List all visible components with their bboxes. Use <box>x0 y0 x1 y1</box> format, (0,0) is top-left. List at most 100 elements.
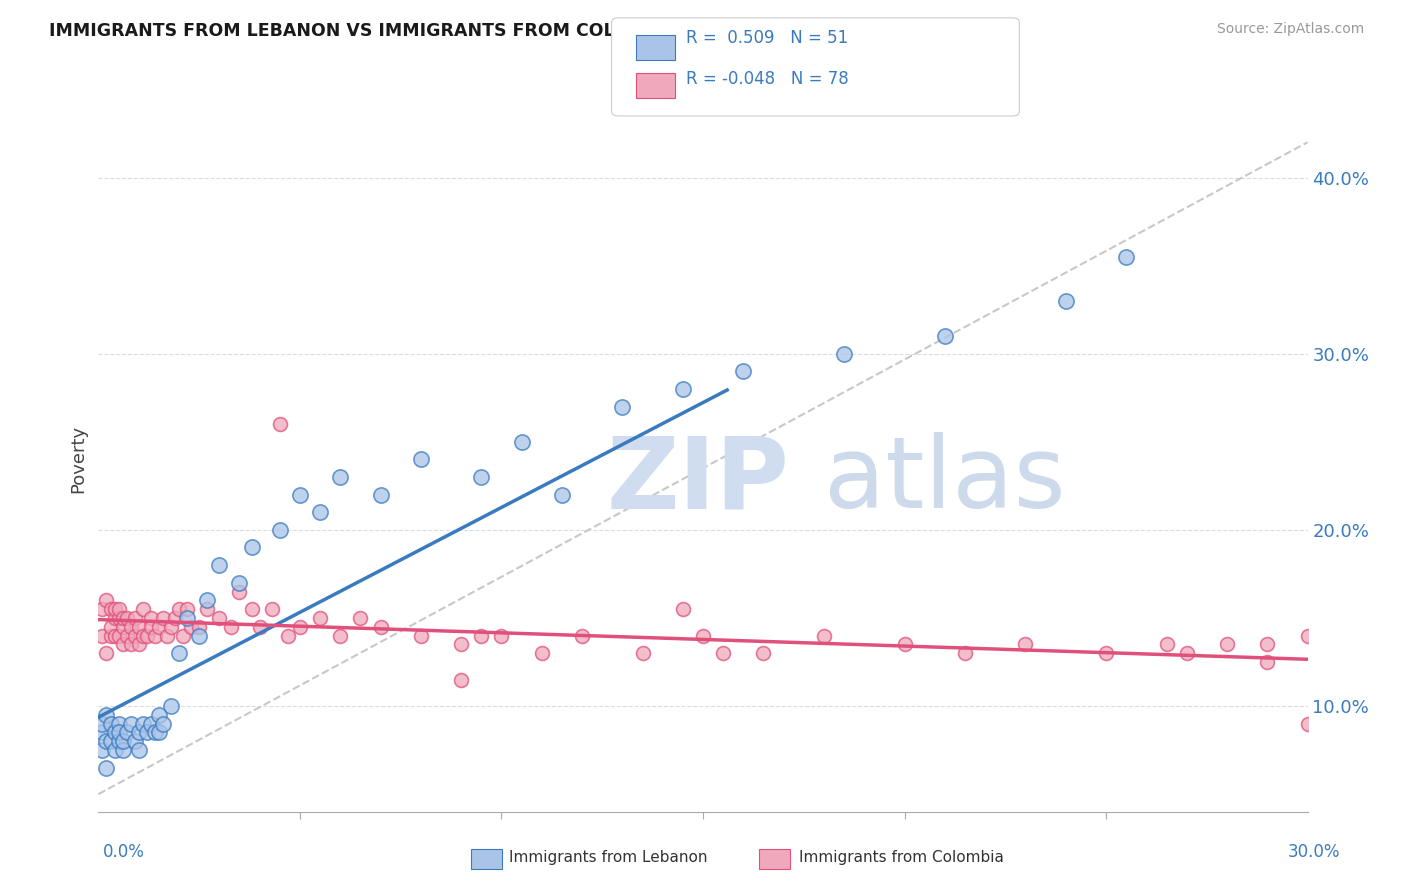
Point <box>893 637 915 651</box>
Point <box>1054 293 1077 308</box>
Text: IMMIGRANTS FROM LEBANON VS IMMIGRANTS FROM COLOMBIA POVERTY CORRELATION CHART: IMMIGRANTS FROM LEBANON VS IMMIGRANTS FR… <box>49 22 990 40</box>
Point <box>124 628 146 642</box>
Point <box>934 329 956 343</box>
Point <box>631 646 654 660</box>
Point <box>176 602 198 616</box>
Point <box>96 761 118 775</box>
Point <box>813 628 835 642</box>
Point <box>470 628 492 642</box>
Point <box>1296 628 1319 642</box>
Y-axis label: Poverty: Poverty <box>69 425 87 493</box>
Text: Immigrants from Lebanon: Immigrants from Lebanon <box>509 850 707 864</box>
Point <box>107 602 129 616</box>
Point <box>91 725 114 739</box>
Point <box>91 743 114 757</box>
Point <box>135 725 157 739</box>
Point <box>176 611 198 625</box>
Text: 30.0%: 30.0% <box>1288 843 1340 861</box>
Point <box>370 487 392 501</box>
Point <box>409 452 432 467</box>
Point <box>111 637 134 651</box>
Point <box>143 725 166 739</box>
Point <box>148 707 170 722</box>
Point <box>228 584 250 599</box>
Point <box>100 620 122 634</box>
Point <box>135 628 157 642</box>
Point <box>96 734 118 748</box>
Point <box>1156 637 1178 651</box>
Point <box>470 470 492 484</box>
Point <box>551 487 574 501</box>
Point <box>96 593 118 607</box>
Text: atlas: atlas <box>824 432 1066 529</box>
Point <box>132 602 155 616</box>
Point <box>91 602 114 616</box>
Point <box>269 417 291 431</box>
Point <box>148 620 170 634</box>
Point <box>103 725 125 739</box>
Point <box>172 628 194 642</box>
Point <box>188 620 211 634</box>
Point <box>139 611 162 625</box>
Point <box>107 725 129 739</box>
Point <box>120 620 142 634</box>
Point <box>103 743 125 757</box>
Point <box>167 646 190 660</box>
Point <box>96 646 118 660</box>
Point <box>143 628 166 642</box>
Point <box>128 637 150 651</box>
Point <box>115 611 138 625</box>
Point <box>91 716 114 731</box>
Point <box>160 620 183 634</box>
Point <box>277 628 299 642</box>
Point <box>832 346 855 360</box>
Point <box>103 611 125 625</box>
Text: R =  0.509   N = 51: R = 0.509 N = 51 <box>686 29 848 47</box>
Point <box>148 725 170 739</box>
Point <box>288 620 311 634</box>
Point <box>100 716 122 731</box>
Point <box>672 602 695 616</box>
Point <box>228 575 250 590</box>
Point <box>450 637 472 651</box>
Point <box>103 602 125 616</box>
Point <box>491 628 513 642</box>
Point <box>530 646 553 660</box>
Point <box>288 487 311 501</box>
Point <box>132 716 155 731</box>
Point <box>180 620 202 634</box>
Point <box>711 646 734 660</box>
Point <box>240 541 263 555</box>
Point <box>128 743 150 757</box>
Point <box>124 734 146 748</box>
Point <box>128 620 150 634</box>
Point <box>111 734 134 748</box>
Point <box>167 602 190 616</box>
Point <box>409 628 432 642</box>
Point <box>188 628 211 642</box>
Point <box>221 620 243 634</box>
Point <box>124 611 146 625</box>
Point <box>107 611 129 625</box>
Point <box>571 628 593 642</box>
Point <box>510 434 533 449</box>
Point <box>953 646 976 660</box>
Point <box>91 628 114 642</box>
Point <box>752 646 775 660</box>
Point <box>1014 637 1036 651</box>
Point <box>120 716 142 731</box>
Point <box>115 725 138 739</box>
Point <box>370 620 392 634</box>
Point <box>269 523 291 537</box>
Point <box>1216 637 1239 651</box>
Point <box>111 743 134 757</box>
Point <box>1115 250 1137 264</box>
Point <box>195 593 218 607</box>
Point <box>309 505 332 519</box>
Point <box>128 725 150 739</box>
Point <box>1175 646 1198 660</box>
Point <box>132 628 155 642</box>
Point <box>111 620 134 634</box>
Point <box>309 611 332 625</box>
Point <box>329 470 352 484</box>
